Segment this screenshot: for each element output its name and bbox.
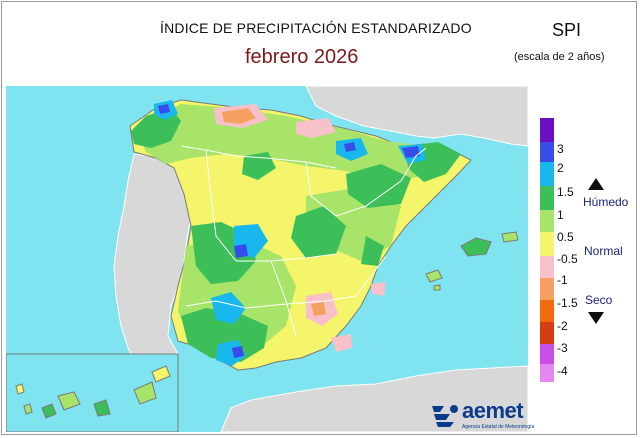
africa-landmass — [220, 365, 528, 432]
spi-zone-pink-5 — [371, 282, 386, 296]
spi-zone-blue-1 — [402, 146, 420, 158]
logo-name: aemet — [462, 398, 524, 423]
balearic-formentera — [433, 284, 441, 291]
legend-tick: 0.5 — [557, 230, 574, 244]
legend-tick: 2 — [557, 161, 564, 175]
legend-tick: -0.5 — [557, 252, 578, 266]
legend-swatch — [540, 142, 554, 162]
dry-label: Seco — [585, 293, 613, 307]
map-title: ÍNDICE DE PRECIPITACIÓN ESTANDARIZADO — [160, 20, 472, 36]
legend-swatch — [540, 210, 554, 232]
legend-swatch — [540, 186, 554, 210]
scale-note: (escala de 2 años) — [514, 51, 605, 63]
spi-zone-pink-2 — [296, 118, 336, 138]
triangle-up-icon — [588, 178, 604, 190]
canary-islands — [15, 365, 171, 419]
spi-zone-orange-1 — [222, 108, 256, 124]
legend-tick: -2 — [557, 319, 568, 333]
legend-swatch — [540, 364, 554, 382]
spi-legend: 3 2 1.5 1 0.5 -0.5 -1 -1.5 -2 -3 -4 Húme… — [533, 118, 633, 382]
legend-tick: -1.5 — [557, 296, 578, 310]
legend-swatch — [540, 256, 554, 278]
regional-boundaries — [180, 145, 427, 337]
balearic-ibiza — [425, 269, 443, 283]
spi-zone-light-blue-4 — [216, 340, 246, 366]
legend-swatch — [540, 232, 554, 256]
index-name: SPI — [552, 20, 582, 40]
legend-tick: -3 — [557, 341, 568, 355]
legend-tick: -1 — [557, 273, 568, 287]
spi-zone-blue-3 — [232, 346, 244, 358]
spi-zone-blue-2 — [234, 244, 248, 258]
balearic-mallorca — [460, 237, 492, 257]
legend-swatch — [540, 162, 554, 186]
spi-zone-pink-4 — [331, 334, 352, 352]
wet-label: Húmedo — [583, 195, 629, 209]
legend-swatch — [540, 300, 554, 322]
balearic-menorca — [501, 231, 519, 243]
legend-swatch — [540, 118, 554, 142]
spi-zone-green-5 — [346, 164, 411, 208]
spi-map — [6, 86, 528, 432]
logo-subtitle: Agencia Estatal de Meteorología — [462, 424, 535, 430]
spi-zone-green-4 — [291, 206, 346, 258]
spi-zone-green-3 — [181, 308, 268, 362]
legend-tick: -4 — [557, 364, 568, 378]
legend-swatch — [540, 344, 554, 364]
legend-swatch — [540, 322, 554, 344]
france-landmass — [305, 86, 528, 147]
spi-zone-blue-4 — [158, 104, 170, 114]
spi-zone-green-7 — [361, 236, 384, 266]
spi-zone-orange-2 — [311, 302, 326, 316]
aemet-logo-icon — [432, 405, 458, 427]
spi-zone-light-green-north — [136, 104, 446, 181]
normal-label: Normal — [584, 244, 623, 258]
legend-tick: 3 — [557, 142, 564, 156]
triangle-down-icon — [588, 312, 604, 324]
legend-tick: 1 — [557, 208, 564, 222]
spi-zone-blue-5 — [344, 142, 356, 152]
spi-zone-light-blue-2 — [211, 292, 246, 324]
period-title: febrero 2026 — [245, 46, 359, 68]
legend-swatch — [540, 278, 554, 300]
spi-zone-green-8 — [242, 152, 276, 180]
legend-tick: 1.5 — [557, 185, 574, 199]
